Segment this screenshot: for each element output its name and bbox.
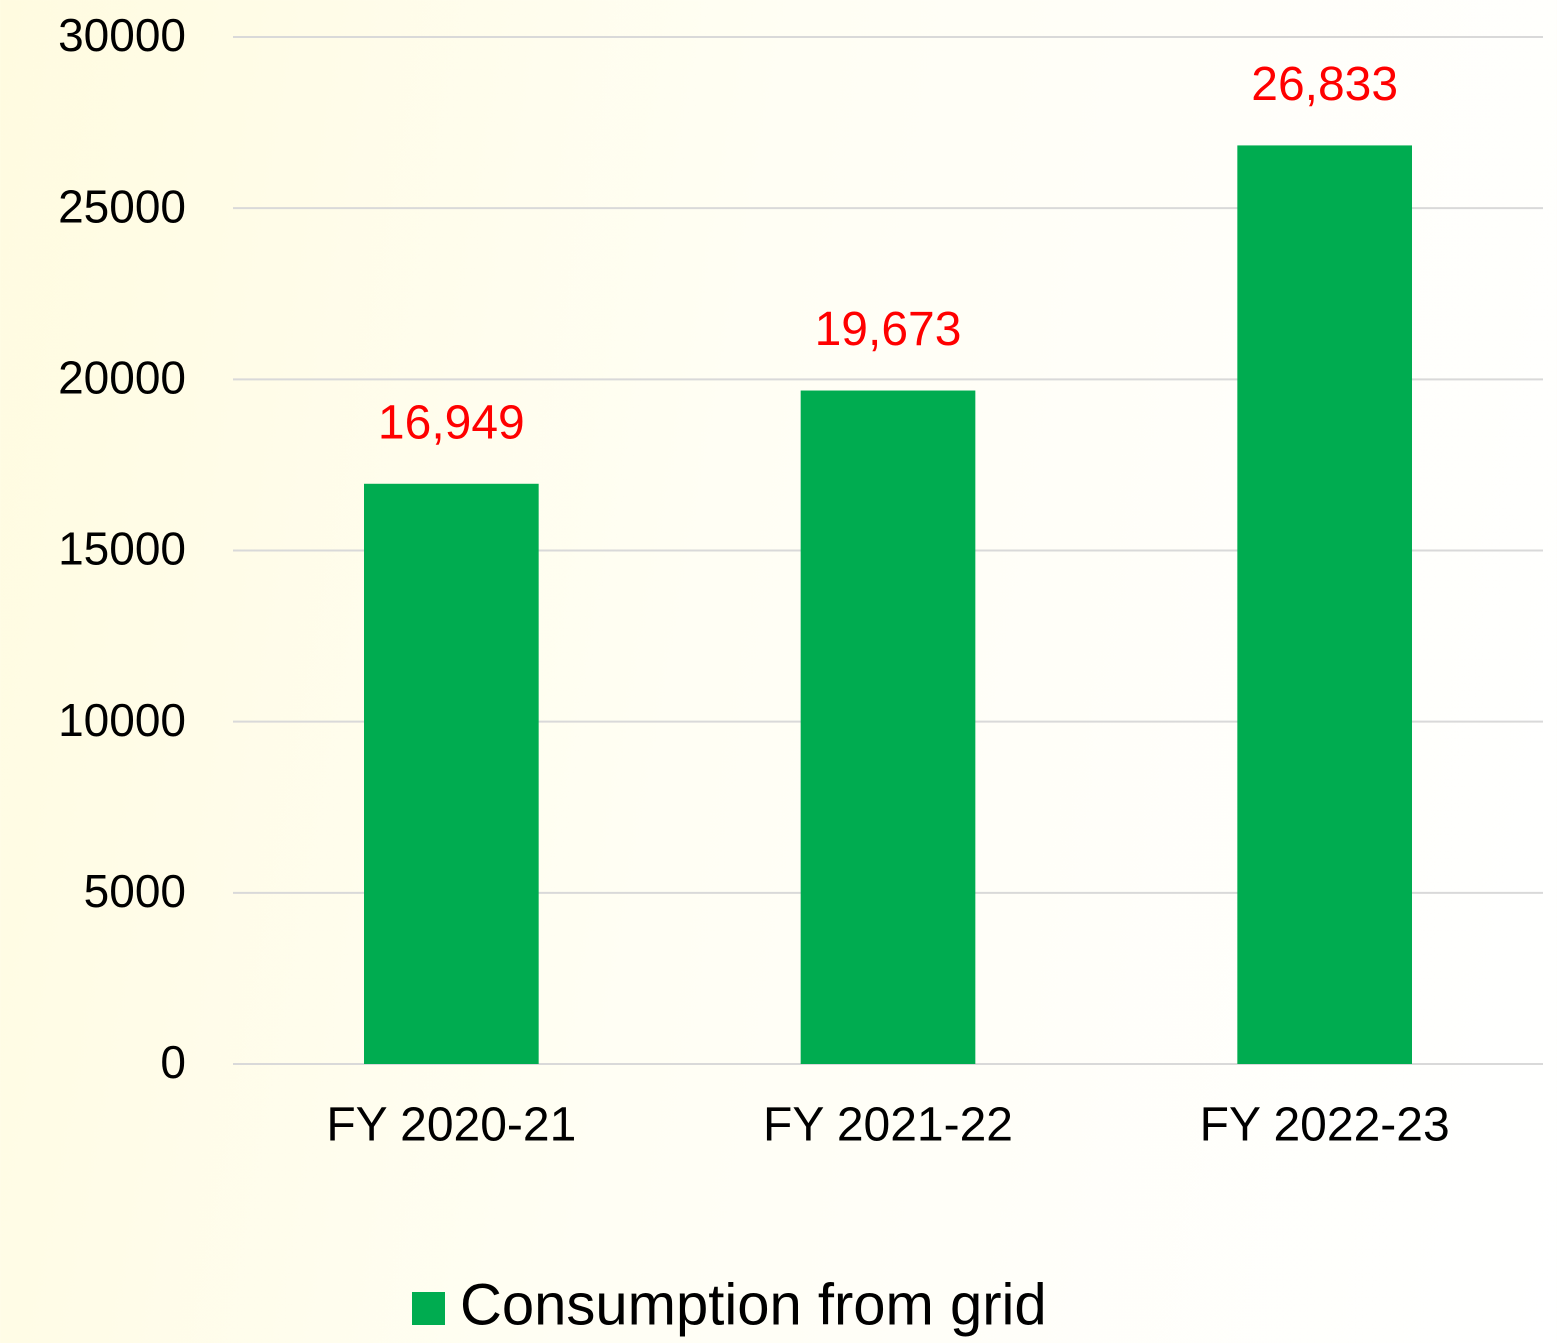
- data-label: 16,949: [378, 396, 525, 449]
- x-tick-label: FY 2021-22: [763, 1099, 1013, 1152]
- data-label: 19,673: [815, 303, 962, 356]
- y-tick-label: 25000: [58, 180, 186, 232]
- y-tick-label: 5000: [84, 865, 186, 917]
- y-tick-label: 10000: [58, 694, 186, 746]
- bar: [1237, 145, 1412, 1064]
- x-tick-label: FY 2022-23: [1200, 1099, 1450, 1152]
- y-tick-label: 0: [160, 1036, 186, 1088]
- y-tick-label: 15000: [58, 523, 186, 575]
- x-tick-label: FY 2020-21: [326, 1099, 576, 1152]
- bar: [364, 483, 539, 1064]
- y-tick-label: 30000: [58, 9, 186, 61]
- y-tick-label: 20000: [58, 351, 186, 403]
- legend-label: Consumption from grid: [460, 1272, 1047, 1337]
- legend-swatch: [412, 1292, 445, 1325]
- data-label: 26,833: [1251, 58, 1398, 111]
- bar: [800, 390, 976, 1065]
